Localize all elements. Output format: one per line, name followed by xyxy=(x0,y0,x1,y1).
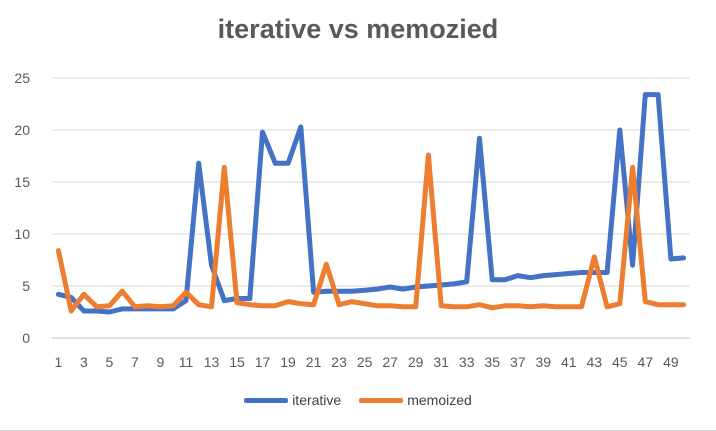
x-tick-label: 21 xyxy=(306,354,322,370)
x-tick-label: 45 xyxy=(612,354,628,370)
x-tick-label: 37 xyxy=(510,354,526,370)
x-tick-label: 33 xyxy=(459,354,475,370)
legend-swatch-memoized xyxy=(359,397,404,403)
x-tick-label: 43 xyxy=(587,354,603,370)
x-tick-label: 35 xyxy=(484,354,500,370)
x-tick-label: 49 xyxy=(663,354,679,370)
y-tick-label: 10 xyxy=(14,226,30,242)
x-tick-label: 7 xyxy=(131,354,139,370)
chart-title: iterative vs memozied xyxy=(217,14,499,44)
y-tick-label: 5 xyxy=(22,278,30,294)
legend-item-iterative: iterative xyxy=(244,392,341,408)
x-tick-label: 31 xyxy=(433,354,449,370)
y-tick-label: 0 xyxy=(22,330,30,346)
x-tick-label: 1 xyxy=(54,354,62,370)
x-tick-label: 47 xyxy=(638,354,654,370)
x-tick-label: 9 xyxy=(157,354,165,370)
y-tick-label: 20 xyxy=(14,122,30,138)
x-tick-label: 41 xyxy=(561,354,577,370)
x-tick-label: 39 xyxy=(535,354,551,370)
legend-label-iterative: iterative xyxy=(292,392,342,408)
legend-label-memoized: memoized xyxy=(407,392,472,408)
x-tick-label: 11 xyxy=(179,354,194,370)
x-tick-label: 5 xyxy=(106,354,114,370)
legend-item-memoized: memoized xyxy=(359,392,472,408)
legend-swatch-iterative xyxy=(244,397,289,403)
series-line-memoized xyxy=(55,152,687,314)
x-tick-label: 19 xyxy=(280,354,296,370)
y-tick-label: 15 xyxy=(14,174,30,190)
x-tick-label: 27 xyxy=(382,354,398,370)
x-tick-label: 29 xyxy=(408,354,424,370)
legend: iterative memoized xyxy=(0,392,716,408)
y-tick-label: 25 xyxy=(14,70,30,86)
x-tick-label: 25 xyxy=(357,354,373,370)
x-tick-label: 17 xyxy=(255,354,271,370)
x-tick-label: 3 xyxy=(80,354,88,370)
x-tick-label: 23 xyxy=(331,354,347,370)
x-tick-label: 13 xyxy=(204,354,220,370)
x-tick-label: 15 xyxy=(229,354,245,370)
